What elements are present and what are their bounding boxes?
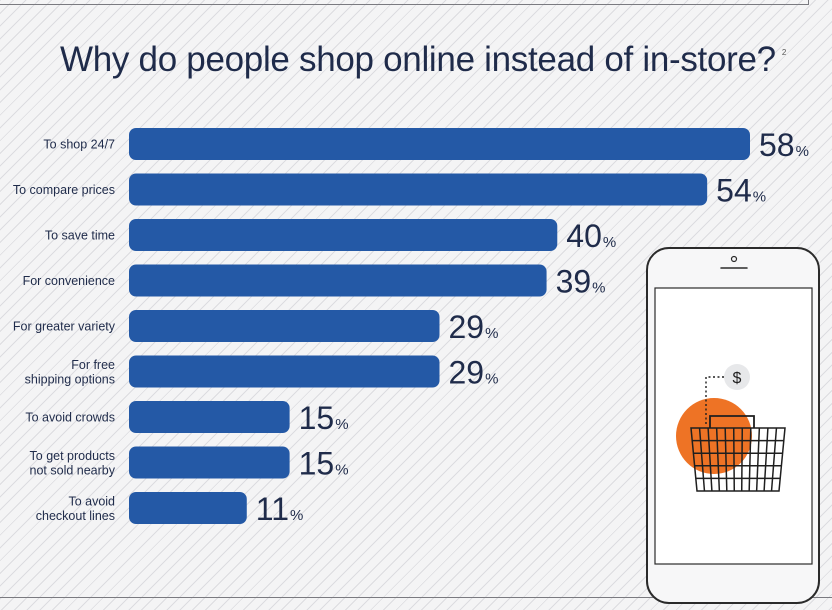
basket-rib: [724, 427, 728, 492]
category-label: To compare prices: [13, 183, 115, 197]
bar: [129, 401, 290, 433]
value-label: 54%: [716, 173, 766, 209]
chart-title: Why do people shop online instead of in-…: [60, 40, 800, 80]
category-label: To save time: [45, 229, 115, 243]
category-label: For free shipping options: [25, 358, 115, 387]
value-label: 40%: [566, 218, 616, 254]
basket-rib: [707, 427, 713, 492]
basket-rib: [698, 427, 706, 492]
category-label: To avoid crowds: [25, 411, 115, 425]
bar: [129, 446, 290, 479]
basket-rib: [732, 427, 736, 492]
value-label: 58%: [759, 127, 809, 163]
chart-title-text: Why do people shop online instead of in-…: [60, 40, 776, 79]
value-label: 15%: [299, 400, 349, 436]
basket-rib: [755, 427, 761, 492]
bar: [129, 264, 547, 297]
title-footnote: 2: [781, 48, 786, 57]
basket-outline: [690, 427, 786, 492]
dollar-coin-icon: [724, 364, 750, 390]
basket-rib: [763, 427, 769, 492]
bar: [129, 355, 440, 388]
category-label: To avoid checkout lines: [36, 494, 115, 523]
dollar-sign: $: [733, 370, 742, 387]
category-label: To shop 24/7: [43, 138, 115, 152]
basket-rib: [770, 427, 778, 492]
bar: [129, 492, 247, 524]
dotted-connector: [705, 376, 724, 426]
value-label: 29%: [449, 355, 499, 391]
bar: [129, 128, 750, 160]
basket-rib: [740, 427, 744, 492]
shopping-basket-icon: [690, 427, 786, 492]
orange-circle: [676, 398, 752, 474]
category-label: For greater variety: [13, 320, 116, 334]
basket-rib: [748, 427, 752, 492]
value-label: 29%: [449, 309, 499, 345]
value-label: 39%: [556, 264, 606, 300]
basket-handle: [709, 415, 755, 428]
bar: [129, 173, 708, 206]
value-label: 15%: [299, 446, 349, 482]
right-rule: [808, 0, 809, 5]
top-rule: [0, 4, 808, 5]
category-label: For convenience: [23, 274, 115, 288]
value-label: 11%: [256, 491, 304, 527]
bar: [129, 219, 558, 251]
category-label: To get products not sold nearby: [30, 449, 116, 478]
bar: [129, 310, 440, 342]
bottom-rule: [0, 597, 832, 598]
basket-rib: [715, 427, 721, 492]
phone-camera: [730, 255, 738, 263]
